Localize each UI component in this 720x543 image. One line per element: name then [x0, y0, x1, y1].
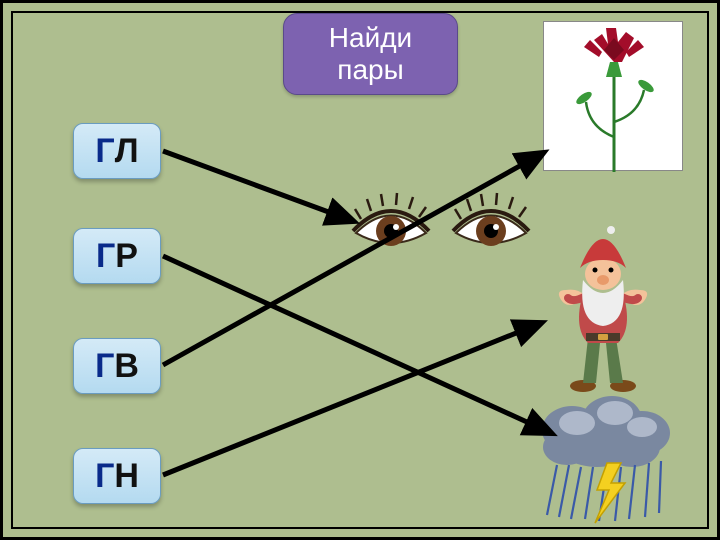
syll-btn-gl[interactable]: ГЛ	[73, 123, 161, 179]
letter-second: В	[114, 347, 139, 386]
picture-eyes[interactable]	[341, 183, 541, 263]
picture-storm[interactable]	[527, 385, 682, 525]
letter-second: Р	[115, 237, 138, 276]
eyes-icon	[341, 183, 541, 263]
storm-icon	[527, 385, 682, 525]
syll-btn-gn[interactable]: ГН	[73, 448, 161, 504]
syll-btn-gv[interactable]: ГВ	[73, 338, 161, 394]
letter-g: Г	[95, 457, 114, 496]
matching-canvas: Найди пары ГЛ ГР ГВ ГН	[0, 0, 720, 540]
letter-g: Г	[96, 237, 115, 276]
title-line2: пары	[337, 54, 403, 86]
title-line1: Найди	[329, 22, 412, 54]
gnome-icon	[538, 218, 673, 393]
letter-second: Л	[115, 132, 139, 171]
picture-gnome[interactable]	[538, 218, 673, 393]
letter-g: Г	[95, 347, 114, 386]
letter-g: Г	[95, 132, 114, 171]
syll-btn-gr[interactable]: ГР	[73, 228, 161, 284]
title-box: Найди пары	[283, 13, 458, 95]
picture-flower[interactable]	[543, 21, 683, 171]
flower-icon	[544, 22, 684, 172]
letter-second: Н	[114, 457, 139, 496]
